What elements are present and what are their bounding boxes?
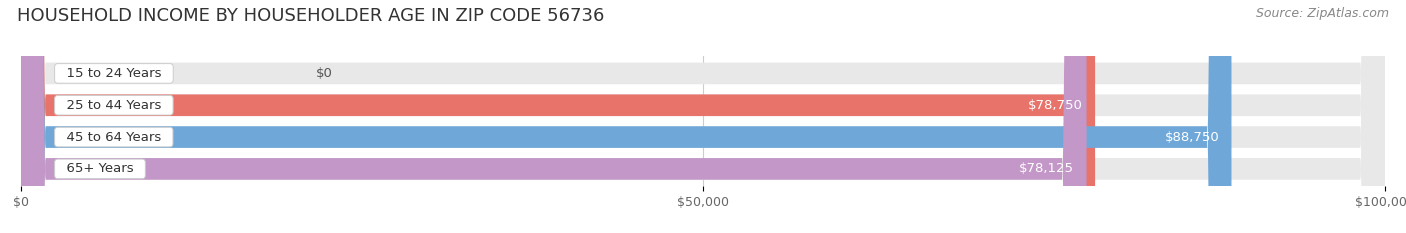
Text: Source: ZipAtlas.com: Source: ZipAtlas.com bbox=[1256, 7, 1389, 20]
FancyBboxPatch shape bbox=[21, 0, 1385, 233]
FancyBboxPatch shape bbox=[21, 0, 1087, 233]
FancyBboxPatch shape bbox=[21, 0, 1095, 233]
FancyBboxPatch shape bbox=[21, 0, 1385, 233]
Text: 45 to 64 Years: 45 to 64 Years bbox=[58, 130, 170, 144]
Text: 65+ Years: 65+ Years bbox=[58, 162, 142, 175]
Text: 15 to 24 Years: 15 to 24 Years bbox=[58, 67, 170, 80]
Text: $88,750: $88,750 bbox=[1164, 130, 1219, 144]
FancyBboxPatch shape bbox=[21, 0, 1385, 233]
Text: $0: $0 bbox=[316, 67, 333, 80]
Text: HOUSEHOLD INCOME BY HOUSEHOLDER AGE IN ZIP CODE 56736: HOUSEHOLD INCOME BY HOUSEHOLDER AGE IN Z… bbox=[17, 7, 605, 25]
FancyBboxPatch shape bbox=[21, 0, 1232, 233]
Text: 25 to 44 Years: 25 to 44 Years bbox=[58, 99, 170, 112]
Text: $78,125: $78,125 bbox=[1019, 162, 1074, 175]
FancyBboxPatch shape bbox=[21, 0, 1385, 233]
Text: $78,750: $78,750 bbox=[1028, 99, 1083, 112]
